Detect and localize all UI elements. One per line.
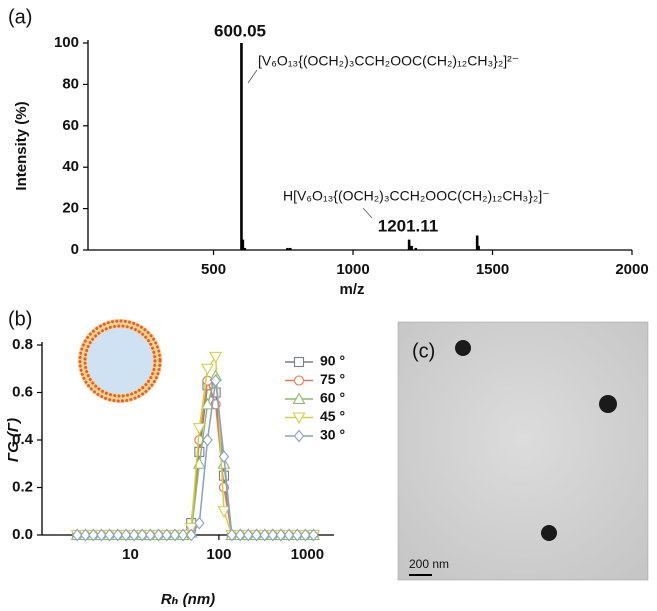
marker — [275, 528, 287, 542]
x-tick-label: 500 — [201, 261, 226, 278]
y-tick-label: 60 — [62, 117, 79, 134]
marker — [112, 528, 124, 542]
x-axis-label: Rₕ (nm) — [161, 591, 215, 608]
legend-label: 60 ° — [320, 390, 345, 406]
marker — [120, 528, 132, 542]
marker — [185, 528, 197, 542]
y-tick-label: 0.0 — [12, 526, 33, 543]
legend-label: 45 ° — [320, 408, 345, 424]
vesicle-illustration — [78, 319, 162, 403]
legend-label: 75 ° — [320, 371, 345, 387]
marker — [218, 450, 230, 463]
marker — [145, 528, 156, 542]
x-axis-label: m/z — [339, 281, 364, 298]
marker — [217, 506, 231, 518]
marker — [210, 374, 221, 387]
marker — [137, 528, 148, 542]
series-line — [77, 383, 314, 536]
marker — [201, 363, 214, 376]
marker — [153, 528, 164, 542]
leader-line — [247, 69, 258, 84]
y-tick-label: 0.6 — [12, 383, 33, 400]
marker — [96, 528, 107, 542]
marker — [226, 528, 238, 542]
panel-label: (b) — [8, 308, 32, 330]
annotation: 1201.11 — [378, 216, 439, 235]
y-tick-label: 0.2 — [12, 478, 33, 495]
marker — [243, 528, 254, 542]
tem-image: (c) 200 nm — [397, 321, 649, 581]
marker — [251, 528, 262, 542]
legend-label: 90 ° — [320, 353, 345, 369]
annotation: H[V₆O₁₃{(OCH₂)₃CCH₂OOC(CH₂)₁₂CH₃}₂]⁻ — [283, 188, 550, 204]
marker — [194, 516, 205, 530]
marker — [71, 528, 83, 542]
x-tick-label: 1000 — [336, 261, 369, 278]
marker — [161, 528, 172, 542]
x-tick-label: 100 — [206, 546, 231, 563]
marker — [194, 446, 205, 457]
legend-label: 30 ° — [320, 427, 345, 443]
x-tick-label: 10 — [122, 546, 139, 563]
marker — [88, 528, 99, 542]
series-line — [77, 380, 314, 536]
x-tick-label: 1500 — [476, 261, 509, 278]
y-tick-label: 0.4 — [12, 431, 34, 448]
annotation: [V₆O₁₃{(OCH₂)₃CCH₂OOC(CH₂)₁₂CH₃}₂]²⁻ — [258, 53, 519, 69]
marker — [234, 528, 246, 542]
x-tick-label: 1000 — [291, 546, 324, 563]
y-axis-label: Intensity (%) — [13, 101, 30, 190]
marker — [128, 528, 140, 542]
marker — [192, 423, 206, 435]
panel-label: (c) — [412, 340, 435, 362]
marker — [259, 528, 270, 542]
marker — [201, 397, 214, 410]
marker — [292, 392, 306, 405]
marker — [293, 375, 305, 386]
marker — [292, 528, 303, 542]
y-tick-label: 20 — [62, 200, 79, 217]
marker — [300, 528, 311, 542]
marker — [267, 528, 278, 542]
marker — [292, 412, 306, 425]
series-line — [77, 380, 314, 536]
marker — [209, 351, 223, 364]
marker — [169, 528, 181, 542]
y-tick-label: 0.8 — [12, 336, 33, 353]
marker — [177, 528, 189, 542]
marker — [184, 522, 198, 535]
leader-line — [362, 207, 373, 219]
annotation: 600.05 — [214, 21, 266, 40]
marker — [283, 528, 295, 542]
marker — [293, 356, 305, 368]
y-tick-label: 80 — [62, 75, 79, 92]
marker — [202, 433, 213, 447]
marker — [80, 528, 91, 542]
marker — [308, 528, 319, 542]
scale-bar-label: 200 nm — [409, 557, 449, 571]
y-tick-label: 0 — [71, 241, 79, 258]
marker — [218, 470, 229, 481]
marker — [104, 528, 115, 542]
y-tick-label: 100 — [54, 34, 79, 51]
panel-label: (a) — [8, 6, 32, 28]
marker — [293, 429, 305, 443]
y-tick-label: 40 — [62, 158, 79, 175]
x-tick-label: 2000 — [615, 261, 648, 278]
y-axis-label: ΓG (Γ) — [5, 418, 22, 462]
